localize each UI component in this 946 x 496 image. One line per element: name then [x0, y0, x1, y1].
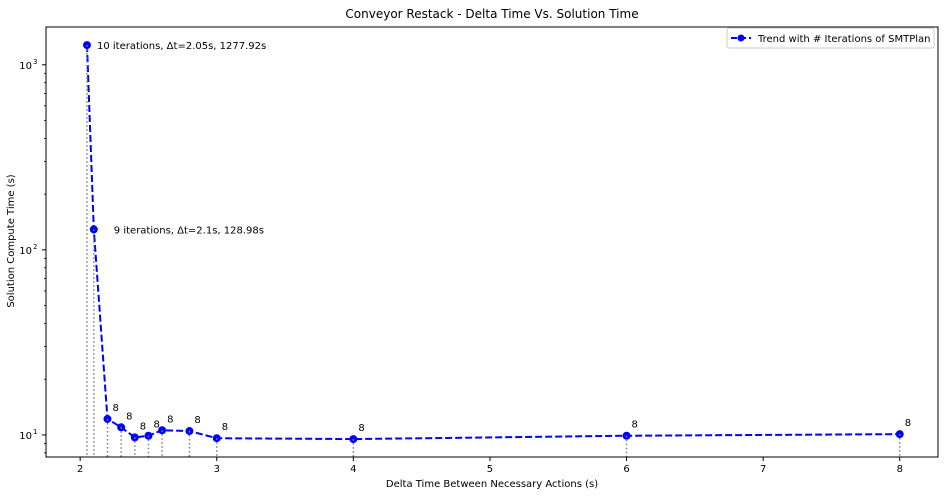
y-tick-label: 10 — [19, 246, 32, 257]
plot-frame — [45, 26, 939, 458]
x-tick-label: 5 — [487, 464, 493, 475]
y-tick-label: 10 — [19, 61, 32, 72]
x-tick-label: 2 — [77, 464, 83, 475]
annotation-label: 8 — [112, 403, 118, 414]
x-axis-label: Delta Time Between Necessary Actions (s) — [386, 479, 598, 490]
y-tick-exponent: 2 — [33, 243, 37, 251]
y-tick-exponent: 3 — [33, 58, 37, 66]
x-tick-label: 7 — [760, 464, 766, 475]
annotation-label: 8 — [222, 422, 228, 433]
annotation-label: 9 iterations, Δt=2.1s, 128.98s — [114, 225, 264, 236]
drop-lines-layer — [86, 45, 901, 457]
annotation-label: 8 — [632, 420, 638, 431]
legend-box — [726, 27, 935, 49]
annotation-label: 8 — [194, 415, 200, 426]
series-line — [85, 45, 900, 441]
y-axis-label: Solution Compute Time (s) — [6, 174, 17, 307]
x-tick-label: 4 — [350, 464, 356, 475]
annotation-label: 8 — [358, 423, 364, 434]
x-tick-label: 3 — [214, 464, 220, 475]
annotation-label: 8 — [153, 420, 159, 431]
series-layer — [82, 41, 904, 444]
annotation-label: 8 — [167, 414, 173, 425]
x-tick-label: 8 — [897, 464, 903, 475]
legend: Trend with # Iterations of SMTPlan — [726, 27, 935, 49]
legend-marker-swatch — [737, 34, 745, 42]
annotation-label: 8 — [905, 418, 911, 429]
chart-title: Conveyor Restack - Delta Time Vs. Soluti… — [345, 7, 638, 21]
y-tick-exponent: 1 — [33, 428, 37, 436]
x-ticks: 2 3 4 5 6 7 8 — [77, 457, 903, 475]
annotations-layer: 10 iterations, Δt=2.05s, 1277.92s 9 itera… — [97, 41, 911, 434]
y-tick-label: 10 — [19, 431, 32, 442]
legend-label: Trend with # Iterations of SMTPlan — [757, 34, 930, 45]
x-tick-label: 6 — [623, 464, 629, 475]
annotation-label: 8 — [126, 411, 132, 422]
annotation-label: 8 — [140, 421, 146, 432]
annotation-label: 10 iterations, Δt=2.05s, 1277.92s — [97, 41, 266, 52]
